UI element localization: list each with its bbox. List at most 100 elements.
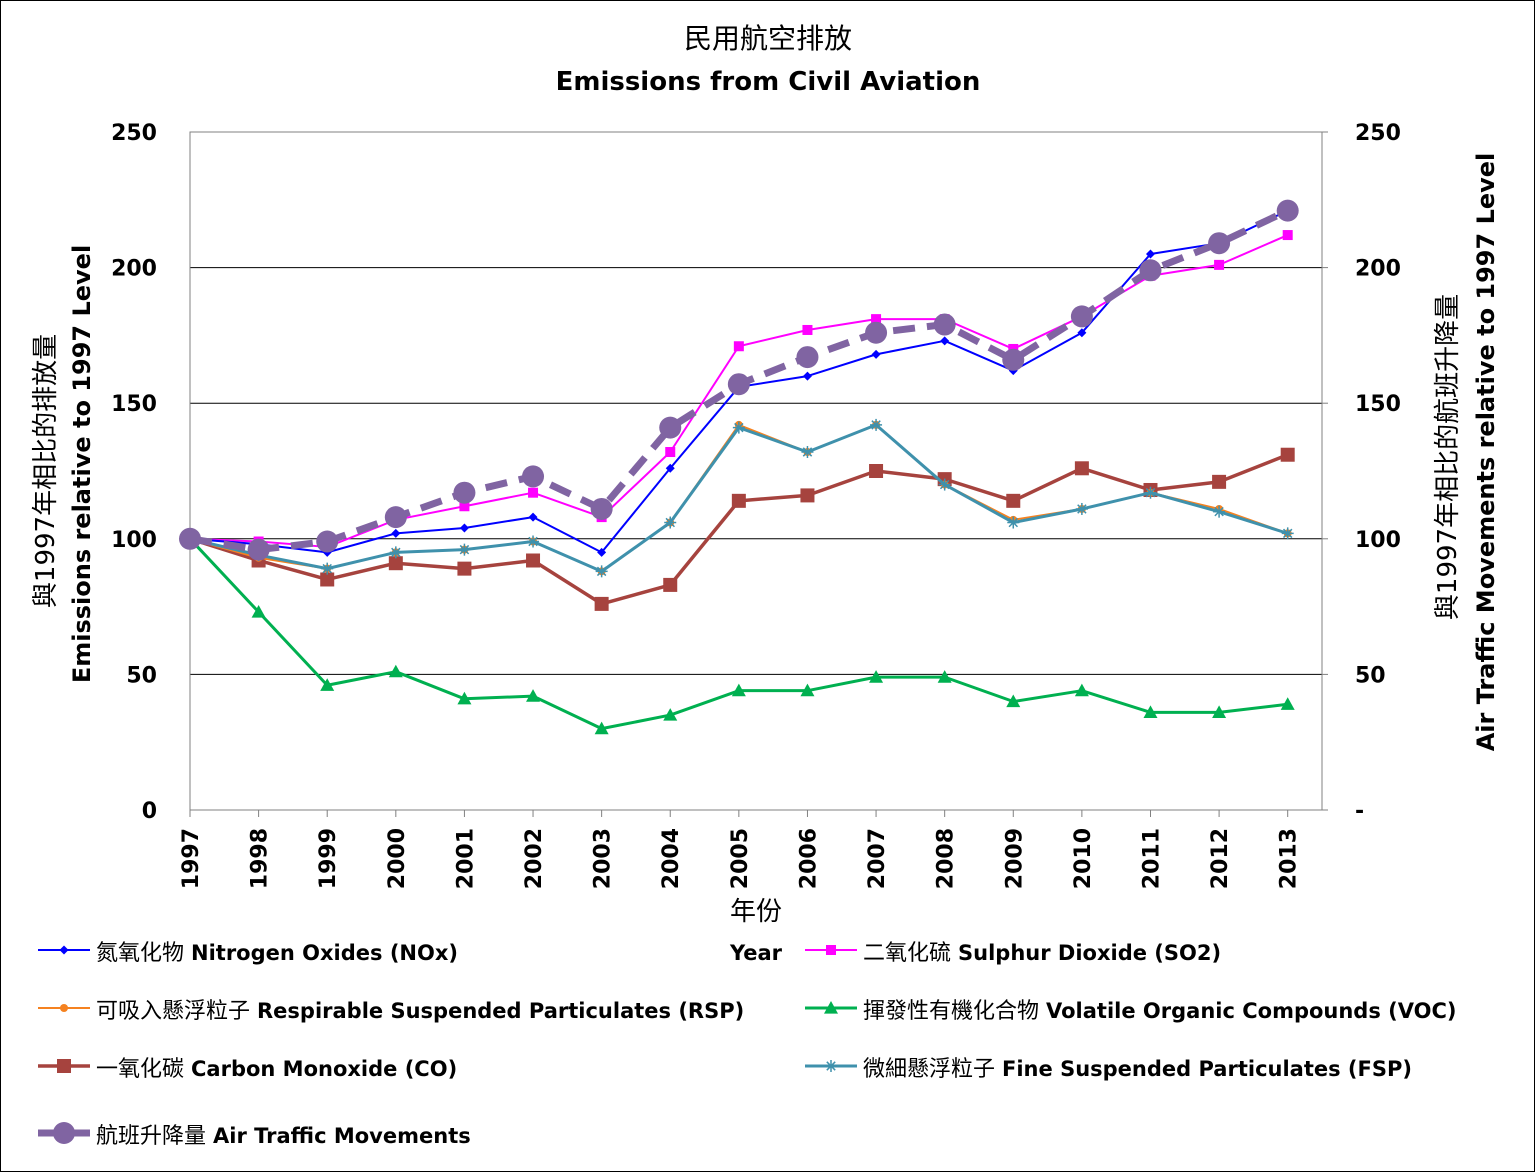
data-point [1282, 230, 1293, 241]
x-tick-label: 2007 [865, 828, 890, 889]
legend-label: 一氧化碳 Carbon Monoxide (CO) [96, 1057, 457, 1082]
y-tick-right-label: - [1355, 799, 1364, 824]
legend-swatch-marker [59, 945, 69, 955]
x-tick-label: 1999 [316, 828, 341, 889]
legend-swatch-marker [53, 1122, 75, 1144]
x-tick-label: 2002 [522, 828, 547, 889]
data-point [732, 421, 745, 434]
y-tick-left-label: 200 [111, 257, 157, 282]
data-point [871, 314, 882, 325]
data-point [597, 547, 607, 557]
y-axis-left-title-zh: 與1997年相比的排放量 [31, 334, 61, 608]
data-point [595, 565, 608, 578]
star-stroke [1145, 487, 1156, 498]
data-point [938, 478, 951, 491]
data-point [1070, 305, 1093, 328]
data-point [664, 516, 677, 529]
data-point [179, 527, 201, 550]
star-stroke [826, 1061, 836, 1071]
y-axis-right-ticks: - 50 100 150 200 250 [1322, 121, 1401, 824]
y-axis-right-title-en: Air Traffic Movements relative to 1997 L… [1472, 153, 1500, 752]
x-tick-label: 2013 [1277, 828, 1302, 889]
x-tick-label: 2005 [728, 828, 753, 889]
data-point [1276, 199, 1299, 222]
data-point [663, 708, 678, 721]
data-point [870, 418, 883, 431]
y-tick-right-label: 150 [1355, 392, 1401, 417]
y-axis-left-title-en: Emissions relative to 1997 Level [68, 245, 96, 683]
data-point [1077, 328, 1087, 338]
data-point [1139, 259, 1162, 282]
star-stroke [1008, 517, 1019, 528]
legend-label: 可吸入懸浮粒子 Respirable Suspended Particulate… [96, 999, 744, 1024]
data-point [1002, 348, 1025, 371]
data-point [801, 446, 814, 459]
data-point [1212, 474, 1227, 489]
legend-label: 氮氧化物 Nitrogen Oxides (NOx) [96, 941, 458, 966]
x-tick-label: 2003 [591, 828, 616, 889]
legend-item: 航班升降量 Air Traffic Movements [38, 1122, 471, 1149]
legend-label-space [951, 941, 958, 966]
data-point [800, 488, 815, 503]
x-axis-title-zh: 年份 [730, 897, 782, 927]
data-point [796, 346, 819, 369]
data-point [316, 530, 339, 553]
data-point [522, 465, 545, 488]
data-point [1074, 461, 1089, 476]
data-point [802, 324, 813, 335]
data-point [1281, 527, 1294, 540]
data-point [871, 349, 881, 359]
y-tick-left-label: 50 [126, 663, 157, 688]
data-point [869, 464, 884, 478]
y-tick-left-label: 100 [111, 528, 157, 553]
data-point [321, 562, 334, 575]
legend-item: 一氧化碳 Carbon Monoxide (CO) [38, 1057, 457, 1082]
data-point [937, 670, 952, 683]
data-point [453, 481, 476, 504]
data-point [1145, 249, 1155, 259]
data-point [1213, 505, 1226, 518]
x-tick-label: 2001 [453, 828, 478, 889]
data-point [1074, 683, 1089, 697]
legend-label-space [1039, 999, 1046, 1024]
data-point [1075, 502, 1088, 515]
y-axis-right-title-zh: 與1997年相比的航班升降量 [1433, 294, 1463, 620]
star-stroke [1282, 528, 1293, 539]
legend-item: 二氧化硫 Sulphur Dioxide (SO2) [805, 941, 1221, 966]
legend-item: 可吸入懸浮粒子 Respirable Suspended Particulate… [38, 999, 744, 1024]
data-point [1280, 697, 1295, 710]
data-point [727, 373, 750, 396]
x-axis-title-en: Year [729, 941, 783, 965]
data-point [320, 572, 335, 587]
data-point [1208, 232, 1231, 255]
data-point [526, 689, 541, 702]
data-point [731, 493, 746, 508]
series-carbon-monoxide-co [183, 447, 1295, 611]
data-point [388, 664, 403, 678]
x-tick-label: 2006 [796, 828, 821, 889]
legend-label: 二氧化硫 Sulphur Dioxide (SO2) [863, 941, 1221, 966]
data-point [659, 416, 682, 439]
data-point [459, 523, 469, 533]
legend-label-zh: 微細懸浮粒子 [863, 1057, 995, 1082]
legend-label-zh: 二氧化硫 [863, 941, 951, 966]
data-point [458, 543, 471, 556]
legend-label: 微細懸浮粒子 Fine Suspended Particulates (FSP) [863, 1057, 1412, 1082]
chart-subtitle: Emissions from Civil Aviation [556, 67, 981, 97]
y-tick-left-label: 150 [111, 392, 157, 417]
star-stroke [1214, 506, 1224, 517]
data-point [800, 683, 815, 697]
star-stroke [391, 547, 401, 558]
data-point [869, 670, 884, 683]
data-point [802, 371, 812, 381]
data-point [665, 463, 675, 473]
data-point [594, 596, 609, 611]
legend-label-en: Volatile Organic Compounds (VOC) [1046, 999, 1456, 1023]
star-stroke [322, 563, 332, 574]
y-tick-right-label: 100 [1355, 528, 1401, 553]
star-stroke [665, 517, 675, 528]
data-point [1007, 516, 1020, 529]
legend-label-space [184, 1057, 191, 1082]
